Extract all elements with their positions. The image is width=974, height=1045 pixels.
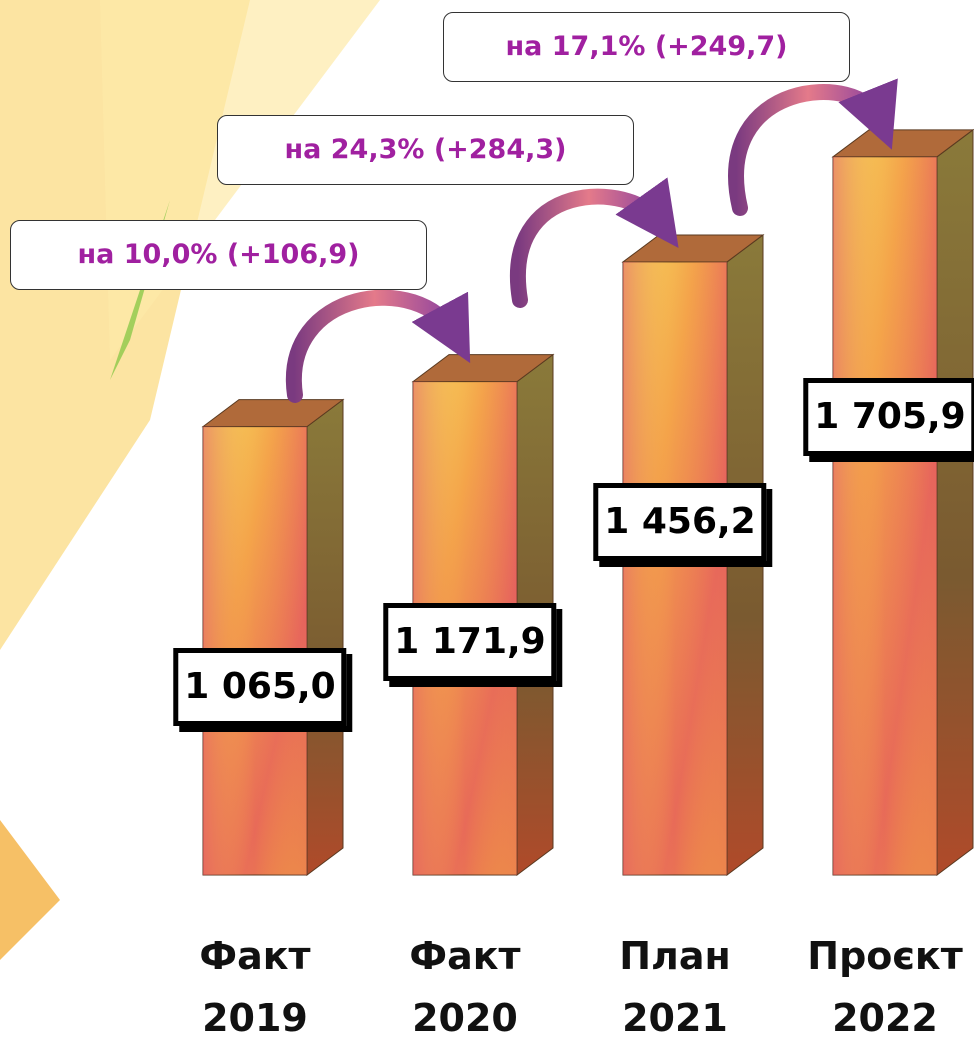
value-label: 1 456,2 — [593, 482, 767, 561]
value-label: 1 171,9 — [383, 602, 557, 681]
x-tick-label: Факт 2019 — [199, 934, 311, 1040]
arrow — [285, 289, 471, 403]
annotation: на 10,0% (+106,9) — [10, 220, 427, 290]
value-label: 1 705,9 — [803, 377, 974, 456]
annotation: на 17,1% (+249,7) — [443, 12, 850, 82]
decor — [0, 820, 60, 960]
x-tick-label: Проєкт 2022 — [807, 934, 963, 1040]
x-tick-label: План 2021 — [619, 934, 731, 1040]
bar-side — [936, 128, 974, 876]
arrow — [728, 78, 898, 216]
x-tick-label: Факт 2020 — [409, 934, 521, 1040]
bar-side — [306, 398, 344, 876]
arrow — [510, 177, 679, 308]
annotation: на 24,3% (+284,3) — [217, 115, 634, 185]
bar-shade — [833, 156, 937, 875]
value-label: 1 065,0 — [173, 647, 347, 726]
bar-shade — [623, 261, 727, 875]
